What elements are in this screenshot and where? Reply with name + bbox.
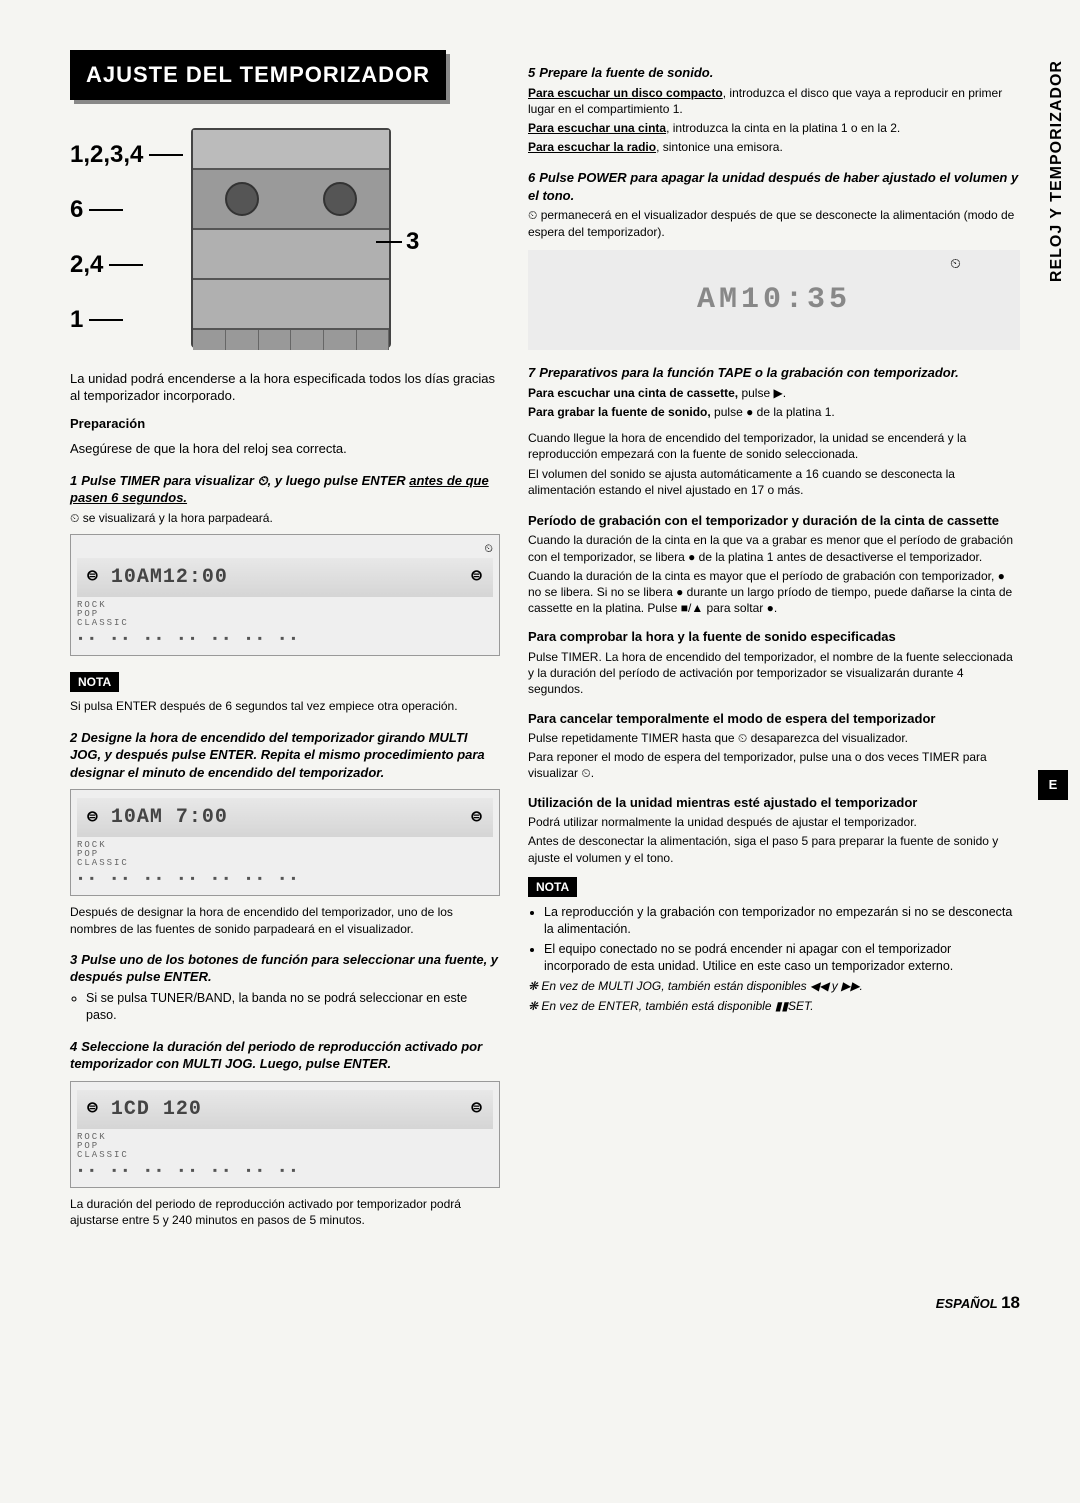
step-6-sub: ⏲ permanecerá en el visualizador después… [528,207,1020,239]
secD-p1: Podrá utilizar normalmente la unidad des… [528,814,1020,830]
lcd-1: ⏲ ⊜10AM12:00⊜ ROCKPOPCLASSIC▪▪ ▪▪ ▪▪ ▪▪ … [70,534,500,656]
step-1-sub: ⏲ se visualizará y la hora parpadeará. [70,510,500,526]
intro-text: La unidad podrá encenderse a la hora esp… [70,370,500,405]
callout-right: 3 [376,226,419,258]
nota-tag: NOTA [70,672,119,692]
step-2-after: Después de designar la hora de encendido… [70,904,500,936]
secB-h: Para comprobar la hora y la fuente de so… [528,628,1020,646]
step-7-l1: Para escuchar una cinta de cassette, pul… [528,385,1020,401]
step-1-head: 1Pulse TIMER para visualizar ⏲, y luego … [70,472,500,507]
secA-p2: Cuando la duración de la cinta es mayor … [528,568,1020,617]
lcd-big: ⏲ AM10:35 [528,250,1020,351]
secD-p2: Antes de desconectar la alimentación, si… [528,833,1020,865]
page-footer: ESPAÑOL 18 [70,1292,1020,1315]
step-4-after: La duración del periodo de reproducción … [70,1196,500,1228]
step-7-p2: El volumen del sonido se ajusta automáti… [528,466,1020,498]
step-3-head: 3Pulse uno de los botones de función par… [70,951,500,986]
step-5-l2: Para escuchar una cinta, introduzca la c… [528,120,1020,136]
prep-heading: Preparación [70,415,500,433]
step-5-head: 5Prepare la fuente de sonido. [528,64,1020,82]
section-e-badge: E [1038,770,1068,800]
step-2-head: 2Designe la hora de encendido del tempor… [70,729,500,782]
step-1-note: Si pulsa ENTER después de 6 segundos tal… [70,698,500,714]
secB-p: Pulse TIMER. La hora de encendido del te… [528,649,1020,698]
prep-text: Asegúrese de que la hora del reloj sea c… [70,440,500,458]
secA-p1: Cuando la duración de la cinta en la que… [528,532,1020,564]
footnote-2: ❋ En vez de ENTER, también está disponib… [528,998,1020,1014]
page-title: AJUSTE DEL TEMPORIZADOR [70,50,446,100]
callout-3: 2,4 [70,249,183,281]
step-7-p1: Cuando llegue la hora de encendido del t… [528,430,1020,462]
nota2-b1: La reproducción y la grabación con tempo… [544,904,1020,938]
step-3-b1: Si se pulsa TUNER/BAND, la banda no se p… [86,990,500,1024]
lcd-4: ⊜1CD 120⊜ ROCKPOPCLASSIC▪▪ ▪▪ ▪▪ ▪▪ ▪▪ ▪… [70,1081,500,1188]
secA-h: Período de grabación con el temporizador… [528,512,1020,530]
step-7-head: 7Preparativos para la función TAPE o la … [528,364,1020,382]
lcd-2: ⊜10AM 7:00⊜ ROCKPOPCLASSIC▪▪ ▪▪ ▪▪ ▪▪ ▪▪… [70,789,500,896]
secC-h: Para cancelar temporalmente el modo de e… [528,710,1020,728]
nota2-b2: El equipo conectado no se podrá encender… [544,941,1020,975]
step-7-l2: Para grabar la fuente de sonido, pulse ●… [528,404,1020,420]
callout-1: 1,2,3,4 [70,139,183,171]
callout-4: 1 [70,304,183,336]
footnote-1: ❋ En vez de MULTI JOG, también están dis… [528,978,1020,994]
stereo-diagram: 1,2,3,4 6 2,4 1 3 [70,128,500,348]
step-5-l3: Para escuchar la radio, sintonice una em… [528,139,1020,155]
nota2-tag: NOTA [528,877,577,897]
step-5-l1: Para escuchar un disco compacto, introdu… [528,85,1020,117]
callout-2: 6 [70,194,183,226]
step-6-head: 6Pulse POWER para apagar la unidad despu… [528,169,1020,204]
secC-p1: Pulse repetidamente TIMER hasta que ⏲ de… [528,730,1020,746]
step-4-head: 4Seleccione la duración del periodo de r… [70,1038,500,1073]
side-tab: RELOJ Y TEMPORIZADOR [1046,60,1068,282]
secC-p2: Para reponer el modo de espera del tempo… [528,749,1020,781]
secD-h: Utilización de la unidad mientras esté a… [528,794,1020,812]
